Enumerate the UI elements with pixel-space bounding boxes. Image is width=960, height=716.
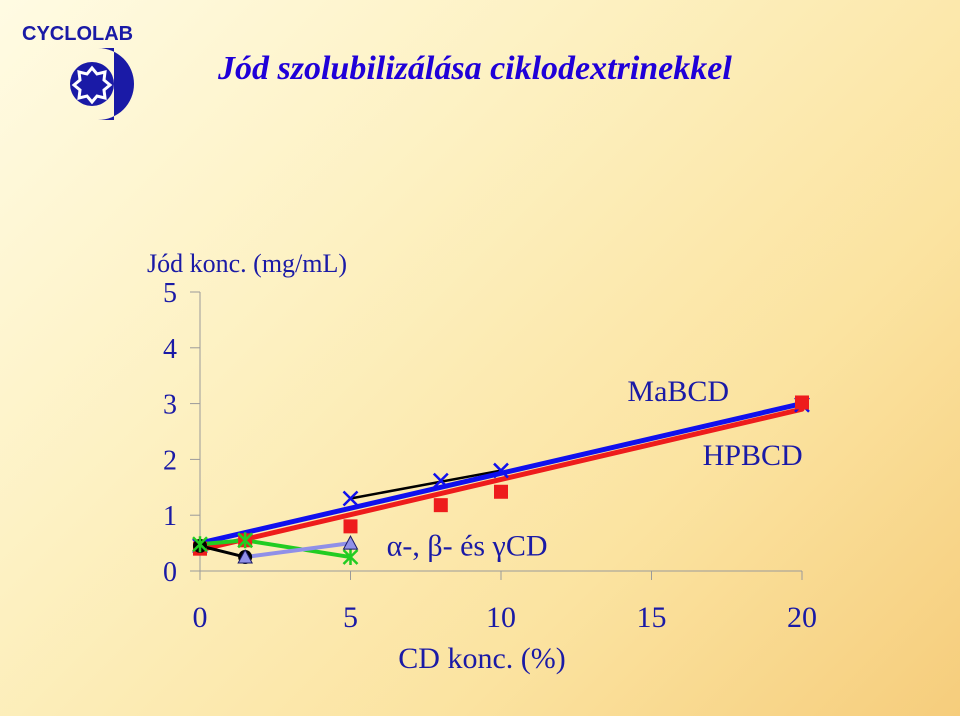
gamma-cd-point <box>342 535 359 550</box>
chart-labels: Jód konc. (mg/mL) CD konc. (%) MaBCD HPBC… <box>147 249 803 675</box>
mabcd-points-point <box>342 490 359 507</box>
cyclodextrin-ring-icon <box>40 48 134 120</box>
y-tick-label: 5 <box>163 278 177 309</box>
y-tick-label: 4 <box>163 334 177 365</box>
x-tick-label: 20 <box>787 601 817 634</box>
alpha-cd-line <box>199 544 246 559</box>
black-fit-line <box>349 469 503 500</box>
logo-text: CYCLOLAB <box>22 23 133 45</box>
mabcd-label: MaBCD <box>627 375 729 408</box>
y-tick-label: 2 <box>163 445 177 476</box>
hpbcd-points-point <box>343 519 358 534</box>
mabcd-points-point <box>432 472 449 489</box>
y-tick-label: 0 <box>163 557 177 588</box>
hpbcd-label: HPBCD <box>703 439 803 472</box>
beta-cd-point <box>237 532 254 549</box>
mabcd-points-point <box>493 462 509 479</box>
beta-cd-point <box>342 549 359 566</box>
y-tick-label: 3 <box>163 390 177 421</box>
fit-lines <box>197 401 805 553</box>
hpbcd-points-point <box>795 395 809 410</box>
chart-axes: 0 1 2 3 4 5 0 5 10 15 20 <box>163 278 817 634</box>
page-title: Jód szolubilizálása ciklodextrinekkel <box>218 50 732 87</box>
cyclolab-logo: CYCLOLAB <box>22 23 134 120</box>
y-tick-label: 1 <box>163 501 177 532</box>
gamma-cd-line <box>244 541 351 560</box>
hpbcd-points-point <box>494 484 508 499</box>
blue-fit-line <box>197 401 805 546</box>
gamma-cd-point <box>237 548 253 564</box>
beta-cd-point <box>192 536 208 553</box>
x-tick-label: 0 <box>193 601 208 634</box>
y-axis-label: Jód konc. (mg/mL) <box>147 249 347 278</box>
data-series <box>192 395 810 566</box>
x-tick-label: 5 <box>343 601 358 634</box>
x-tick-label: 15 <box>637 601 667 634</box>
x-axis-label: CD konc. (%) <box>398 642 565 675</box>
hpbcd-points-point <box>433 498 448 513</box>
x-tick-label: 10 <box>486 601 516 634</box>
red-fit-line <box>197 406 805 553</box>
alpha-beta-gamma-cd-label: α-, β- és γCD <box>387 529 548 562</box>
